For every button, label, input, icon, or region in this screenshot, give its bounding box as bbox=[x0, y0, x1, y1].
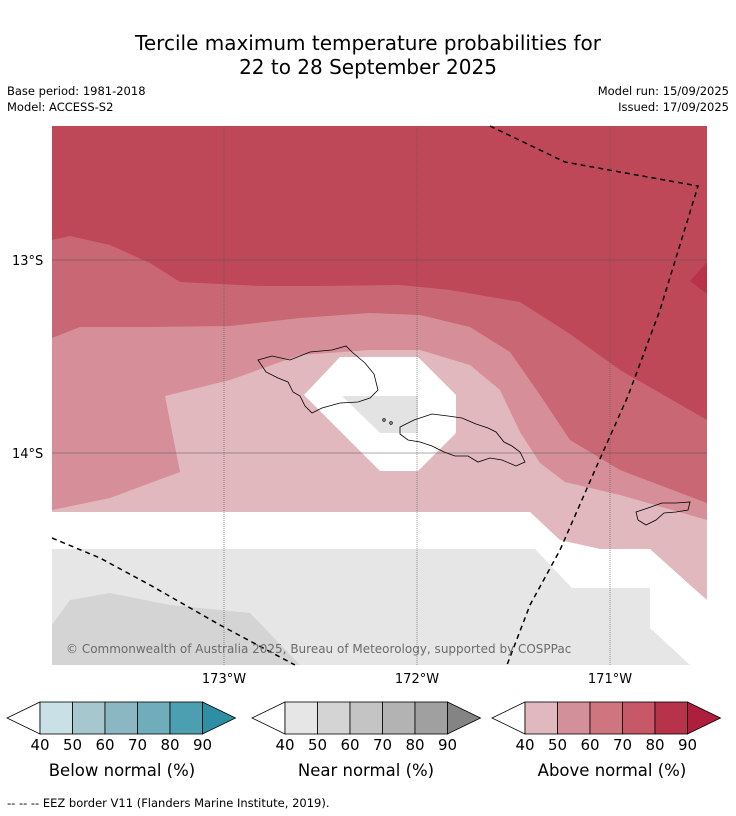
colorbar-segment bbox=[39, 701, 73, 735]
colorbar-segment bbox=[169, 701, 203, 735]
colorbar-tick-label: 40 bbox=[275, 736, 294, 754]
savaii-island bbox=[257, 345, 379, 414]
title-line-2: 22 to 28 September 2025 bbox=[239, 55, 497, 79]
above-90-zone bbox=[690, 262, 707, 294]
colorbar-near: 40 50 60 70 80 90 bbox=[251, 701, 482, 754]
colorbar-tick-label: 40 bbox=[30, 736, 49, 754]
colorbar-tick-label: 50 bbox=[548, 736, 567, 754]
colorbar-tick-label: 60 bbox=[340, 736, 359, 754]
colorbar-over-triangle bbox=[202, 701, 237, 735]
colorbar-tick-label: 80 bbox=[645, 736, 664, 754]
colorbar-tick-label: 50 bbox=[63, 736, 82, 754]
lat-label-14s: 14°S bbox=[12, 447, 43, 462]
colorbar-tick-label: 40 bbox=[515, 736, 534, 754]
issued-text: Issued: 17/09/2025 bbox=[618, 100, 729, 114]
colorbar-segment bbox=[317, 701, 351, 735]
lon-label-173w: 173°W bbox=[202, 672, 246, 687]
eez-border bbox=[51, 125, 699, 666]
colorbar-tick-label: 80 bbox=[405, 736, 424, 754]
eez-footer-note: -- -- -- EEZ border V11 (Flanders Marine… bbox=[7, 796, 330, 810]
colorbar-segment bbox=[589, 701, 623, 735]
lon-label-172w: 172°W bbox=[395, 672, 439, 687]
colorbar-tick-label: 70 bbox=[613, 736, 632, 754]
colorbar-segment bbox=[654, 701, 688, 735]
map-area bbox=[52, 126, 707, 665]
title-line-1: Tercile maximum temperature probabilitie… bbox=[135, 31, 601, 55]
colorbar-segment bbox=[382, 701, 416, 735]
small-island bbox=[382, 418, 386, 422]
meta-right: Model run: 15/09/2025 Issued: 17/09/2025 bbox=[598, 83, 729, 115]
colorbar-segment bbox=[72, 701, 106, 735]
tutuila-island bbox=[635, 501, 691, 526]
colorbar-below: 40 50 60 70 80 90 bbox=[6, 701, 237, 754]
colorbar-legends: 40 50 60 70 80 90 40 50 60 70 80 90 40 50 60 70 80 90 bbox=[6, 701, 722, 754]
gridlines bbox=[52, 126, 707, 665]
colorbar-over-triangle bbox=[687, 701, 722, 735]
island-coastlines bbox=[257, 345, 691, 526]
below-normal-label: Below normal (%) bbox=[48, 761, 196, 780]
colorbar-tick-label: 60 bbox=[95, 736, 114, 754]
colorbar-segment bbox=[557, 701, 591, 735]
model-text: Model: ACCESS-S2 bbox=[7, 100, 114, 114]
lon-label-171w: 171°W bbox=[588, 672, 632, 687]
colorbar-under-triangle bbox=[251, 701, 286, 735]
colorbar-segment bbox=[349, 701, 383, 735]
small-island bbox=[389, 421, 393, 425]
near-normal-label: Near normal (%) bbox=[297, 761, 435, 780]
colorbar-over-triangle bbox=[447, 701, 482, 735]
above-normal-label: Above normal (%) bbox=[537, 761, 687, 780]
map-title: Tercile maximum temperature probabilitie… bbox=[0, 31, 736, 79]
model-run-text: Model run: 15/09/2025 bbox=[597, 84, 729, 98]
longitude-labels: 173°W 172°W 171°W bbox=[202, 672, 632, 687]
colorbar-tick-label: 70 bbox=[373, 736, 392, 754]
colorbar-segment bbox=[104, 701, 138, 735]
colorbar-segment bbox=[622, 701, 656, 735]
colorbar-under-triangle bbox=[491, 701, 526, 735]
colorbar-segment bbox=[137, 701, 171, 735]
colorbar-tick-label: 90 bbox=[678, 736, 697, 754]
colorbar-segment bbox=[414, 701, 448, 735]
colorbar-tick-label: 60 bbox=[580, 736, 599, 754]
colorbar-under-triangle bbox=[6, 701, 41, 735]
colorbar-tick-label: 70 bbox=[128, 736, 147, 754]
island-grey-zone bbox=[342, 396, 418, 433]
colorbar-tick-label: 80 bbox=[160, 736, 179, 754]
near-50-zone bbox=[52, 593, 300, 665]
colorbar-segment bbox=[284, 701, 318, 735]
colorbar-tick-label: 90 bbox=[438, 736, 457, 754]
colorbar-segment bbox=[524, 701, 558, 735]
colorbar-tick-label: 90 bbox=[193, 736, 212, 754]
copyright-text: © Commonwealth of Australia 2025, Bureau… bbox=[66, 642, 571, 656]
base-period-text: Base period: 1981-2018 bbox=[7, 84, 146, 98]
meta-left: Base period: 1981-2018 Model: ACCESS-S2 bbox=[7, 83, 146, 115]
colorbar-above: 40 50 60 70 80 90 bbox=[491, 701, 722, 754]
latitude-labels: 13°S 14°S bbox=[12, 254, 43, 462]
lat-label-13s: 13°S bbox=[12, 254, 43, 269]
upolu-island bbox=[399, 413, 526, 467]
colorbar-tick-label: 50 bbox=[308, 736, 327, 754]
